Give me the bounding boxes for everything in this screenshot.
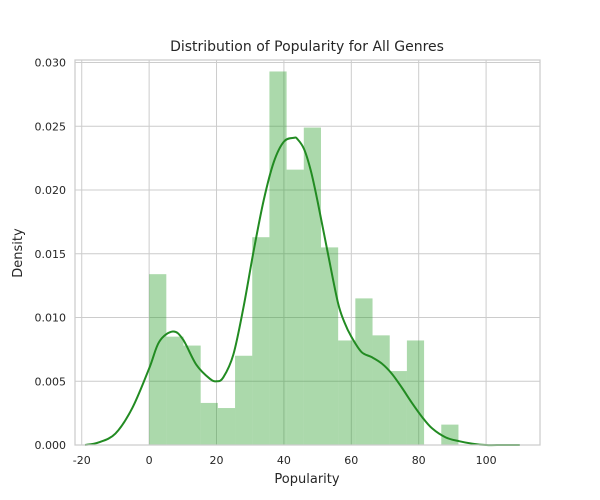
y-tick-label: 0.010 bbox=[35, 312, 67, 325]
histogram-bar bbox=[338, 340, 356, 445]
x-tick-labels: -20 0 20 40 60 80 100 bbox=[73, 454, 497, 467]
plot-frame bbox=[74, 59, 541, 446]
y-tick-labels: 0.000 0.005 0.010 0.015 0.020 0.025 0.030 bbox=[35, 57, 67, 452]
x-tick-label: 100 bbox=[476, 454, 497, 467]
y-tick-label: 0.020 bbox=[35, 184, 67, 197]
x-tick-label: -20 bbox=[73, 454, 91, 467]
histogram-bar bbox=[441, 424, 459, 445]
histogram-bar bbox=[183, 345, 201, 445]
histogram-bar bbox=[166, 336, 184, 445]
histogram-bars bbox=[149, 71, 459, 446]
y-tick-label: 0.015 bbox=[35, 248, 67, 261]
y-tick-label: 0.025 bbox=[35, 120, 67, 133]
histogram-bar bbox=[149, 274, 167, 445]
histogram-bar bbox=[235, 355, 253, 445]
x-tick-label: 60 bbox=[344, 454, 358, 467]
histogram-bar bbox=[252, 237, 270, 445]
histogram-bar bbox=[303, 127, 321, 445]
x-tick-label: 20 bbox=[210, 454, 224, 467]
x-axis-label: Popularity bbox=[274, 472, 339, 487]
kde-curve-layer bbox=[84, 136, 520, 447]
y-tick-label: 0.030 bbox=[35, 57, 67, 70]
y-tick-label: 0.005 bbox=[35, 375, 67, 388]
y-axis-label: Density bbox=[11, 228, 26, 278]
histogram-bar bbox=[217, 408, 236, 445]
x-tick-label: 40 bbox=[277, 454, 291, 467]
chart-title: Distribution of Popularity for All Genre… bbox=[170, 39, 444, 55]
grid bbox=[75, 60, 540, 446]
histogram-bar bbox=[406, 340, 425, 445]
histogram-bar bbox=[269, 71, 287, 445]
histogram-bar bbox=[320, 247, 339, 445]
histogram-bar bbox=[372, 335, 390, 445]
kde-density-curve bbox=[84, 136, 520, 447]
histogram-bar bbox=[286, 169, 304, 446]
y-tick-label: 0.000 bbox=[35, 439, 67, 452]
histogram-bar bbox=[200, 402, 218, 445]
x-tick-label: 0 bbox=[146, 454, 153, 467]
histogram-bar bbox=[355, 298, 373, 445]
x-tick-label: 80 bbox=[412, 454, 426, 467]
